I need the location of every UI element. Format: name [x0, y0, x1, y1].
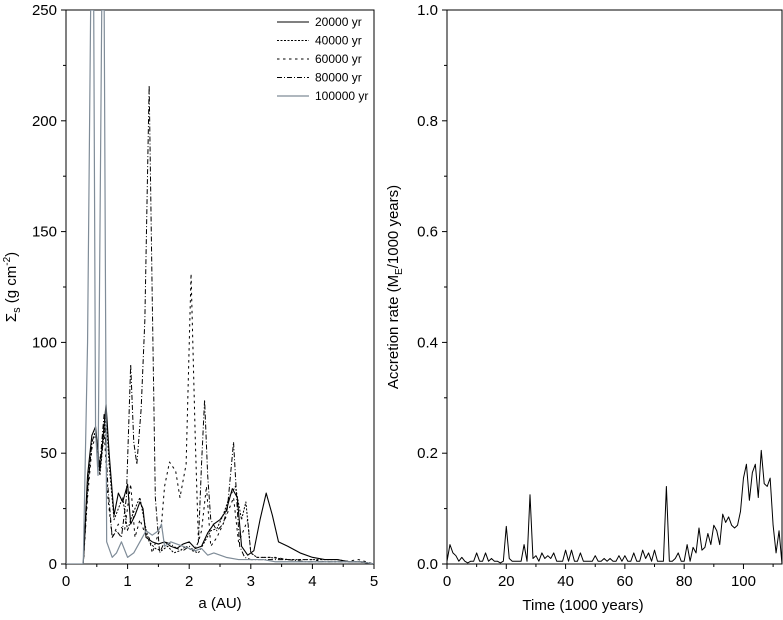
left-y-tick-label: 100 — [32, 334, 57, 351]
right-y-tick-label: 0.0 — [417, 556, 438, 573]
left-x-tick-label: 1 — [123, 573, 131, 590]
legend-label-3: 80000 yr — [315, 71, 362, 85]
right-plot-frame — [446, 9, 783, 565]
right-x-axis-label: Time (1000 years) — [522, 597, 643, 614]
right-x-tick-label: 40 — [557, 573, 574, 590]
left-y-tick-label: 0 — [49, 556, 57, 573]
left-x-axis-label: a (AU) — [198, 595, 241, 612]
left-x-tick-label: 4 — [308, 573, 316, 590]
left-series-line-3 — [66, 84, 374, 564]
right-x-ticks: 0 20 40 60 80 100 — [443, 564, 774, 590]
left-y-axis-label: Σs (g cm-2) — [2, 252, 23, 322]
right-y-tick-label: 1.0 — [417, 2, 438, 19]
right-x-tick-label: 100 — [731, 573, 756, 590]
left-series-line-4 — [66, 10, 374, 564]
left-series-group — [66, 10, 374, 564]
left-y-tick-label: 50 — [40, 445, 57, 462]
right-y-tick-label: 0.6 — [417, 224, 438, 241]
left-x-ticks: 0 1 2 3 4 5 — [62, 564, 378, 590]
legend-label-2: 60000 yr — [315, 52, 362, 66]
right-y-tick-label: 0.4 — [417, 334, 438, 351]
right-x-tick-label: 0 — [443, 573, 451, 590]
right-series-line-0 — [447, 449, 782, 564]
right-series-group — [447, 449, 782, 564]
right-y-tick-label: 0.2 — [417, 445, 438, 462]
left-y-tick-label: 250 — [32, 2, 57, 19]
left-series-line-0 — [66, 403, 374, 564]
right-x-tick-label: 20 — [498, 573, 515, 590]
right-y-axis-label: Accretion rate (ME/1000 years) — [385, 185, 405, 389]
right-x-tick-label: 60 — [617, 573, 634, 590]
legend-label-0: 20000 yr — [315, 15, 362, 29]
left-y-tick-label: 150 — [32, 224, 57, 241]
left-x-tick-label: 0 — [62, 573, 70, 590]
right-x-tick-label: 80 — [676, 573, 693, 590]
left-x-tick-label: 5 — [370, 573, 378, 590]
right-y-tick-label: 0.8 — [417, 113, 438, 130]
left-y-tick-label: 200 — [32, 113, 57, 130]
left-series-line-2 — [66, 273, 374, 564]
right-chart-panel: 0 20 40 60 80 100 0.0 0.2 0.4 0.6 0.8 1.0 Time (10… — [385, 2, 783, 614]
left-y-ticks: 0 50 100 150 200 250 — [32, 2, 66, 573]
left-x-tick-label: 3 — [247, 573, 255, 590]
right-y-ticks: 0.0 0.2 0.4 0.6 0.8 1.0 — [417, 2, 447, 573]
left-chart-panel: 0 1 2 3 4 5 0 50 100 150 200 250 a (AU) Σs (g cm-2… — [2, 2, 378, 612]
left-x-tick-label: 2 — [185, 573, 193, 590]
left-legend: 20000 yr 40000 yr 60000 yr 80000 yr 100000 y… — [277, 15, 368, 103]
legend-label-1: 40000 yr — [315, 34, 362, 48]
legend-label-4: 100000 yr — [315, 89, 368, 103]
